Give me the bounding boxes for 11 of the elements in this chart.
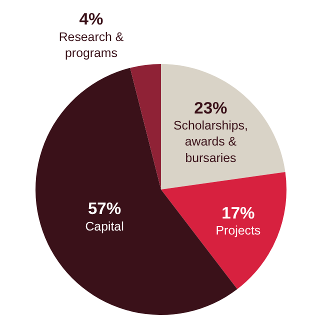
data-label: 57% xyxy=(88,199,122,218)
slice-label: Projects xyxy=(216,224,261,238)
pie-slice xyxy=(161,172,286,290)
pie-slice xyxy=(130,64,161,190)
pie-slice xyxy=(161,64,286,190)
slice-label: Capital xyxy=(85,219,124,234)
slice-label: Research & programs xyxy=(58,30,124,60)
data-label: 17% xyxy=(222,203,256,222)
data-label: 4% xyxy=(79,10,104,29)
data-label: 23% xyxy=(194,98,228,118)
slice-label: Scholarships, awards & bursaries xyxy=(173,118,248,165)
